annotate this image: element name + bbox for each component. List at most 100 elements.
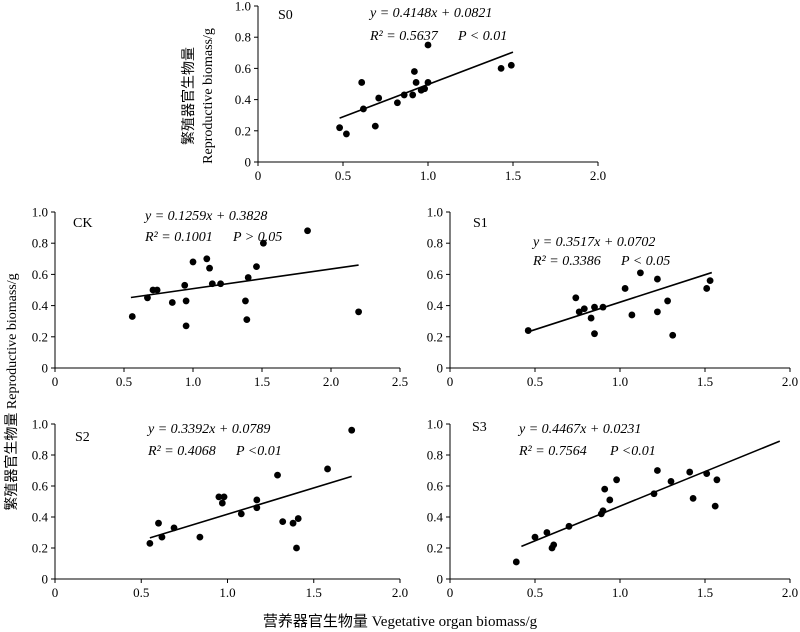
ck-p-value: P > 0.05 <box>232 230 282 245</box>
s0-data-point <box>371 122 379 130</box>
s0-y-tick-label: 0.8 <box>235 30 251 45</box>
ck-r-squared: R² = 0.1001 <box>144 230 213 245</box>
s2-data-point <box>253 496 261 504</box>
s0-data-point <box>375 94 383 102</box>
s0-equation: y = 0.4148x + 0.0821 <box>368 6 492 21</box>
s3-p-value: P <0.01 <box>609 444 656 459</box>
s3-data-point <box>531 533 539 541</box>
ck-data-point <box>206 264 213 272</box>
s1-data-point <box>621 285 629 292</box>
s2-y-tick-label: 0.2 <box>32 541 48 556</box>
s1-x-tick-label: 0.5 <box>527 374 543 389</box>
ck-x-tick-label: 0 <box>52 374 59 389</box>
s0-r-squared: R² = 0.5637 <box>369 29 439 44</box>
s0-data-point <box>400 91 408 99</box>
s1-data-point <box>575 308 583 316</box>
s3-data-point <box>650 490 658 498</box>
s1-data-point <box>599 303 607 311</box>
s1-y-tick-label: 0.6 <box>427 267 444 282</box>
s1-regression-line <box>527 271 713 333</box>
s1-data-point <box>591 330 598 338</box>
s3-x-tick-label: 0 <box>447 585 454 600</box>
s2-data-point <box>215 493 223 501</box>
s2-data-point <box>196 533 204 541</box>
ck-y-tick-label: 0 <box>42 361 49 376</box>
s1-p-value: P < 0.05 <box>620 254 670 269</box>
s1-equation: y = 0.3517x + 0.0702 <box>531 235 655 250</box>
s1-data-point <box>706 277 714 285</box>
s3-x-tick-label: 2.0 <box>782 585 798 600</box>
s2-data-point <box>155 519 162 527</box>
s0-panel: 0 0.5 1.0 1.5 2.0 0 0.2 0.4 0.6 0.8 1.0 S0 y = 0.414… <box>235 0 606 183</box>
s0-y-tick-label: 0.4 <box>235 92 252 107</box>
ck-data-point <box>244 274 252 281</box>
s2-data-point <box>220 493 228 501</box>
s3-data-point <box>654 467 661 474</box>
s1-data-point <box>591 303 598 311</box>
s1-x-tick-label: 1.5 <box>697 374 713 389</box>
s0-p-value: P < 0.01 <box>457 29 507 44</box>
s3-data-point <box>543 529 551 536</box>
s1-panel-label: S1 <box>473 216 488 231</box>
s1-data-point <box>524 327 532 334</box>
ck-y-tick-label: 0.4 <box>32 298 49 313</box>
s3-panel-label: S3 <box>472 420 487 435</box>
s2-y-tick-label: 1.0 <box>32 417 48 432</box>
s0-y-tick-label: 1.0 <box>235 0 251 14</box>
s1-y-tick-label: 0 <box>437 361 444 376</box>
ck-y-tick-label: 1.0 <box>32 205 48 220</box>
s3-regression-line <box>521 440 781 548</box>
ck-data-point <box>189 258 197 266</box>
ck-data-point <box>181 281 189 289</box>
s2-x-tick-label: 0.5 <box>133 585 149 600</box>
s1-y-tick-label: 0.8 <box>427 236 443 251</box>
s1-x-tick-label: 1.0 <box>612 374 628 389</box>
ck-panel: 0 0.5 1.0 1.5 2.0 2.5 0 0.2 0.4 0.6 0.8 1.0 CK y = 0.… <box>32 205 408 390</box>
s1-y-tick-label: 0.2 <box>427 329 443 344</box>
s0-data-point <box>360 105 367 113</box>
s0-data-point <box>507 61 515 69</box>
s3-panel: 0 0.5 1.0 1.5 2.0 0 0.2 0.4 0.6 0.8 1.0 S3 y = 0.446… <box>427 417 798 601</box>
s0-data-point <box>497 65 505 72</box>
s3-x-tick-label: 1.0 <box>612 585 628 600</box>
s3-equation: y = 0.4467x + 0.0231 <box>517 422 641 437</box>
s0-data-point <box>411 68 418 75</box>
s1-data-point <box>703 285 711 292</box>
s2-data-point <box>146 539 154 547</box>
s2-data-point <box>237 510 245 518</box>
s0-x-tick-label: 2.0 <box>590 168 606 183</box>
s2-panel-label: S2 <box>75 430 90 445</box>
s0-y-tick-label: 0.2 <box>235 123 251 138</box>
s1-data-point <box>637 269 644 277</box>
s1-y-tick-label: 1.0 <box>427 205 443 220</box>
ck-y-tick-label: 0.8 <box>32 236 48 251</box>
ck-regression-line <box>130 264 359 299</box>
s2-y-tick-label: 0 <box>42 572 49 587</box>
panels-group: 0 0.5 1.0 1.5 2.0 0 0.2 0.4 0.6 0.8 1.0 S0 y = 0.414… <box>32 0 798 600</box>
s2-data-point <box>348 426 356 434</box>
ck-data-point <box>182 322 190 330</box>
s3-y-tick-label: 0.2 <box>427 541 443 556</box>
s3-y-tick-label: 0.4 <box>427 510 444 525</box>
s3-y-tick-label: 1.0 <box>427 417 443 432</box>
s0-ylabel-en: Reproductive biomass/g <box>201 28 216 164</box>
s3-data-point <box>601 485 609 493</box>
ck-data-point <box>259 239 267 247</box>
s0-data-point <box>412 79 420 86</box>
ck-y-tick-label: 0.2 <box>32 329 48 344</box>
s2-data-point <box>253 504 261 512</box>
s0-data-point <box>336 124 343 132</box>
shared-ylabel: 繁殖器官生物量 Reproductive biomass/g <box>3 273 20 510</box>
s3-x-tick-label: 0.5 <box>527 585 543 600</box>
ck-x-tick-label: 1.5 <box>254 374 270 389</box>
s3-y-tick-label: 0.8 <box>427 448 443 463</box>
s2-panel: 0 0.5 1.0 1.5 2.0 0 0.2 0.4 0.6 0.8 1.0 S2 y = 0.339… <box>32 417 408 601</box>
shared-xlabel: 营养器官生物量 Vegetative organ biomass/g <box>263 613 538 630</box>
s1-data-point <box>628 311 636 319</box>
ck-data-point <box>208 280 216 288</box>
s1-data-point <box>654 275 661 283</box>
s3-data-point <box>565 522 573 530</box>
s0-data-point <box>424 79 432 86</box>
ck-x-tick-label: 0.5 <box>116 374 132 389</box>
s0-x-tick-label: 0.5 <box>335 168 351 183</box>
